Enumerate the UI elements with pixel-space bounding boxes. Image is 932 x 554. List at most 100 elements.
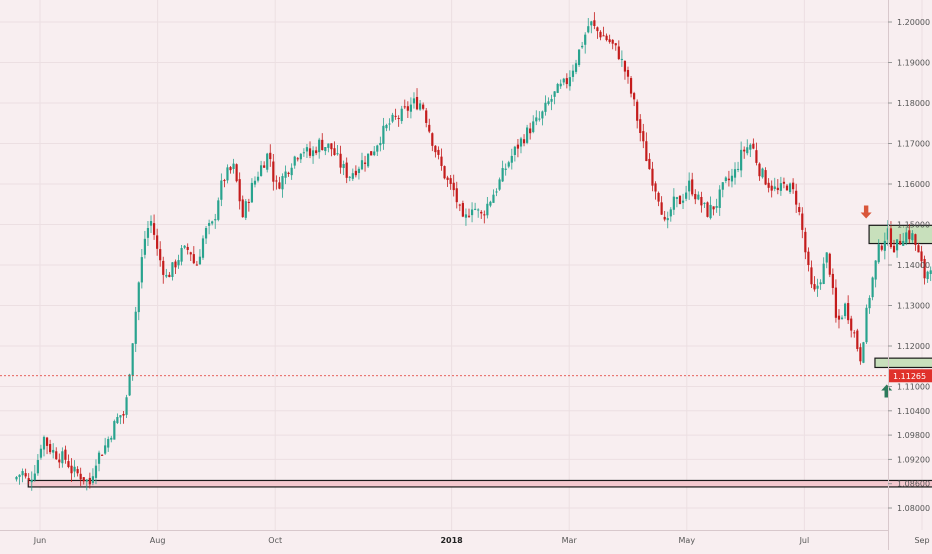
candle-bullish [684,185,688,202]
candle-bullish [746,139,749,156]
candle-body [577,49,581,65]
candle-bearish [782,177,786,189]
candle-body [318,139,321,153]
candle-body [226,167,229,181]
candle-body [926,271,929,280]
candle-bullish [513,145,516,162]
price-axis-label: 1.16000 [897,180,930,189]
candle-bearish [899,233,902,246]
candle-body [522,139,526,144]
candle-body [220,180,223,200]
candle-body [525,127,529,143]
candle-body [691,179,694,195]
candle-body [831,273,834,288]
candle-body [73,466,76,472]
candle-body [553,91,556,97]
candle-bearish [263,161,266,168]
candle-bearish [880,244,883,252]
candle-body [269,152,272,160]
candle-body [706,202,709,217]
candle-body [278,182,281,189]
candle-bullish [342,160,345,176]
candle-body [788,183,792,193]
candle-bullish [367,153,370,168]
candle-body [425,110,428,123]
candle-body [321,139,324,151]
candle-bearish [64,445,67,464]
candle-body [455,188,458,203]
candle-body [64,449,67,460]
candle-bullish [868,295,871,314]
candle-body [880,245,883,250]
candle-bearish [712,206,715,216]
time-axis[interactable]: JunAugOct2018MarMayJulSepNov2019MarMayJu… [0,530,932,546]
candle-body [174,261,177,268]
candle-body [446,177,449,180]
candle-body [886,228,889,240]
candle-body [327,143,330,148]
candle-body [516,144,520,149]
candle-bearish [785,184,789,191]
candle-body [156,235,159,249]
candle-body [36,460,39,474]
candle-bullish [577,49,581,67]
candle-body [88,477,91,485]
candle-body [397,118,400,120]
time-axis-label: Sep [914,536,929,545]
candle-body [767,182,770,188]
support-zone-rectangle[interactable] [874,357,932,369]
candle-body [119,415,122,418]
candle-bullish [703,202,706,209]
candle-bearish [269,144,272,167]
candle-bearish [394,108,397,120]
candle-bearish [422,102,425,111]
candle-body [400,108,403,122]
candle-body [281,176,284,190]
candle-body [678,195,682,205]
candle-body [180,248,183,262]
candle-body [198,256,202,265]
candle-bullish [137,281,140,321]
candle-bullish [91,468,95,486]
candle-body [391,114,394,122]
candle-bullish [895,239,899,258]
candle-body [792,182,795,190]
candle-bearish [229,165,232,174]
candle-body [865,307,868,343]
candles-layer [15,12,932,491]
target-zone-rectangle[interactable] [27,479,932,488]
candle-bullish [39,444,43,460]
candle-body [428,124,431,132]
candle-bearish [920,245,923,268]
candle-body [681,200,685,203]
candle-bearish [522,134,526,147]
candle-bullish [183,244,186,250]
candle-bearish [892,239,896,254]
candle-body [370,151,373,156]
candle-body [373,151,376,156]
candle-body [403,106,406,108]
candle-bullish [388,118,391,131]
candle-body [709,204,712,219]
candle-body [324,147,327,152]
candle-bullish [584,32,587,54]
candle-body [296,158,299,160]
candle-body [498,179,501,190]
candle-body [773,186,776,189]
time-axis-label: 2018 [440,536,463,545]
candle-bullish [290,163,293,180]
candle-body [480,211,483,214]
price-axis-label: 1.14000 [897,261,930,270]
candle-body [104,445,107,454]
candle-body [464,214,468,218]
candle-body [519,138,523,147]
candle-bullish [33,465,36,482]
candle-bearish [660,196,663,215]
candle-body [908,230,911,240]
candle-body [159,249,162,261]
candle-bearish [195,261,198,266]
candle-bullish [214,213,217,229]
price-axis[interactable]: 1.20000 1.19000 1.18000 1.17000 1.16000 1.150… [888,0,932,550]
